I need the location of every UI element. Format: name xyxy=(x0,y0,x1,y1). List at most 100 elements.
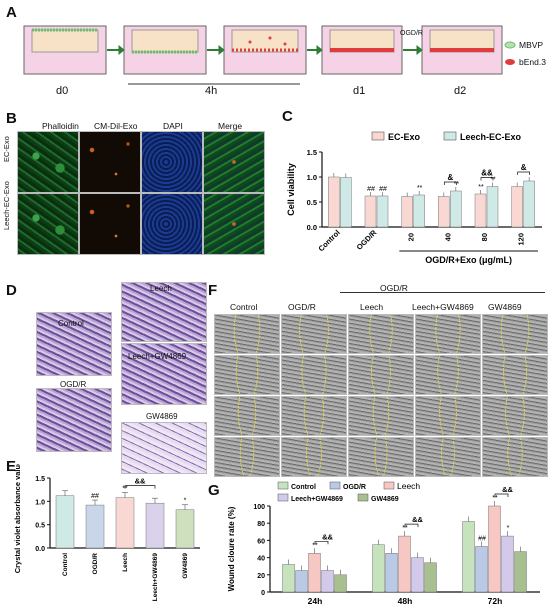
y-axis-label: Wound cloure rate (%) xyxy=(227,506,236,591)
legend-label: Leech-EC-Exo xyxy=(460,132,522,142)
significance-label: && xyxy=(135,477,146,486)
bar xyxy=(321,570,334,593)
y-tick-label: 1.5 xyxy=(35,476,45,483)
legend-swatch xyxy=(443,131,457,141)
col-cm-dil-exo: CM-Dil-Exo xyxy=(94,121,138,131)
label-leech-gw: Leech+GW4869 xyxy=(128,352,187,361)
y-tick-label: 60 xyxy=(257,538,265,545)
bar xyxy=(175,509,195,549)
f-header-ogdr: OGD/R xyxy=(380,283,408,293)
x-tick-label: 48h xyxy=(398,596,413,606)
significance-label: & xyxy=(521,163,527,172)
bar xyxy=(145,502,165,549)
significance-label: & xyxy=(447,173,453,182)
legend-swatch xyxy=(277,493,289,502)
bar xyxy=(501,535,514,593)
arrows xyxy=(107,44,423,56)
bar xyxy=(474,193,487,228)
well-d1 xyxy=(321,25,403,75)
legend-label: GW4869 xyxy=(371,496,399,503)
micro-phalloidin-ec xyxy=(17,131,79,193)
bar xyxy=(308,553,321,593)
day-label-d1: d1 xyxy=(353,85,366,97)
bar xyxy=(328,176,340,228)
chart-e: 0.0 0.5 1.0 1.5 Crystal violet absorbance va… xyxy=(13,464,200,602)
bar xyxy=(411,557,424,593)
f-col-ogdr: OGD/R xyxy=(288,302,316,312)
significance-bracket xyxy=(443,181,457,185)
f-col-leech: Leech xyxy=(360,302,384,312)
significance-label: ## xyxy=(478,535,486,542)
legend-label: OGD/R xyxy=(343,484,366,491)
wound-image xyxy=(482,437,548,477)
y-tick-label: 0.0 xyxy=(35,546,45,553)
x-tick-label: Leech+GW4869 xyxy=(152,553,159,602)
significance-label: && xyxy=(481,169,493,178)
panel-label-b: B xyxy=(6,110,17,127)
row-ec-exo: EC-Exo xyxy=(2,136,11,162)
significance-bracket xyxy=(314,540,329,545)
well-d2 xyxy=(421,25,503,75)
significance-bracket xyxy=(404,523,419,528)
bar xyxy=(115,497,135,549)
wound-image xyxy=(482,314,548,354)
crystal-ogdr xyxy=(36,388,112,452)
micro-merge-leech xyxy=(203,193,265,255)
wound-image xyxy=(214,396,280,436)
f-col-leech-gw: Leech+GW4869 xyxy=(412,302,474,312)
y-tick-label: 0.0 xyxy=(307,223,317,232)
bar xyxy=(295,570,308,593)
wound-image xyxy=(482,355,548,395)
f-header-rule xyxy=(340,292,545,293)
x-tick-label: OGD/R xyxy=(92,553,99,575)
wound-image xyxy=(482,396,548,436)
crystal-leech xyxy=(121,282,207,342)
x-tick-label: Leech xyxy=(122,553,129,572)
micro-dapi-ec xyxy=(141,131,203,193)
panel-label-a: A xyxy=(6,4,17,21)
col-dapi: DAPI xyxy=(163,121,183,131)
legend-label: EC-Exo xyxy=(388,132,421,142)
wound-image xyxy=(214,437,280,477)
legend-swatch xyxy=(383,481,395,490)
legend-swatch xyxy=(277,481,289,490)
wound-image xyxy=(415,437,481,477)
chart-g: 0 20 40 60 80 100 Wound cloure rate (%) Control… xyxy=(227,481,540,606)
col-phalloidin: Phalloidin xyxy=(42,121,79,131)
significance-bracket xyxy=(494,493,509,497)
crystal-gw4869 xyxy=(121,422,207,474)
x-tick-label: 80 xyxy=(480,233,489,241)
y-tick-label: 0.5 xyxy=(307,198,317,207)
legend-mbvp: MBVP xyxy=(519,40,544,50)
y-tick-label: 100 xyxy=(253,504,265,511)
row-leech-ec-exo: Leech-EC-Exo xyxy=(2,181,11,230)
bar xyxy=(462,521,475,593)
wound-grid xyxy=(214,314,548,477)
f-col-gw4869: GW4869 xyxy=(488,302,522,312)
bar xyxy=(450,190,462,228)
x-tick-label: 40 xyxy=(443,233,452,241)
micro-merge-ec xyxy=(203,131,265,193)
wound-image xyxy=(281,437,347,477)
y-tick-label: 20 xyxy=(257,573,265,580)
col-merge: Merge xyxy=(218,121,243,131)
significance-label: && xyxy=(502,485,513,494)
panel-label-f: F xyxy=(208,282,218,299)
bar xyxy=(511,186,523,228)
bar xyxy=(385,553,398,593)
wound-image xyxy=(281,396,347,436)
bar xyxy=(424,562,437,593)
significance-label: && xyxy=(412,515,423,524)
y-tick-label: 0.5 xyxy=(35,523,45,530)
bar xyxy=(85,504,105,549)
significance-label: ** xyxy=(492,495,498,502)
panel-label-g: G xyxy=(208,482,220,499)
day-label-d0: d0 xyxy=(56,85,69,97)
bar xyxy=(55,495,75,549)
legend-label: Leech+GW4869 xyxy=(291,496,343,503)
chart-c: 0.0 0.5 1.0 1.5 Cell viability EC-Exo Leech-EC… xyxy=(286,131,542,265)
well-4h-a xyxy=(123,25,207,75)
bar xyxy=(401,196,413,228)
wound-image xyxy=(214,355,280,395)
significance-label: ** xyxy=(122,486,128,493)
